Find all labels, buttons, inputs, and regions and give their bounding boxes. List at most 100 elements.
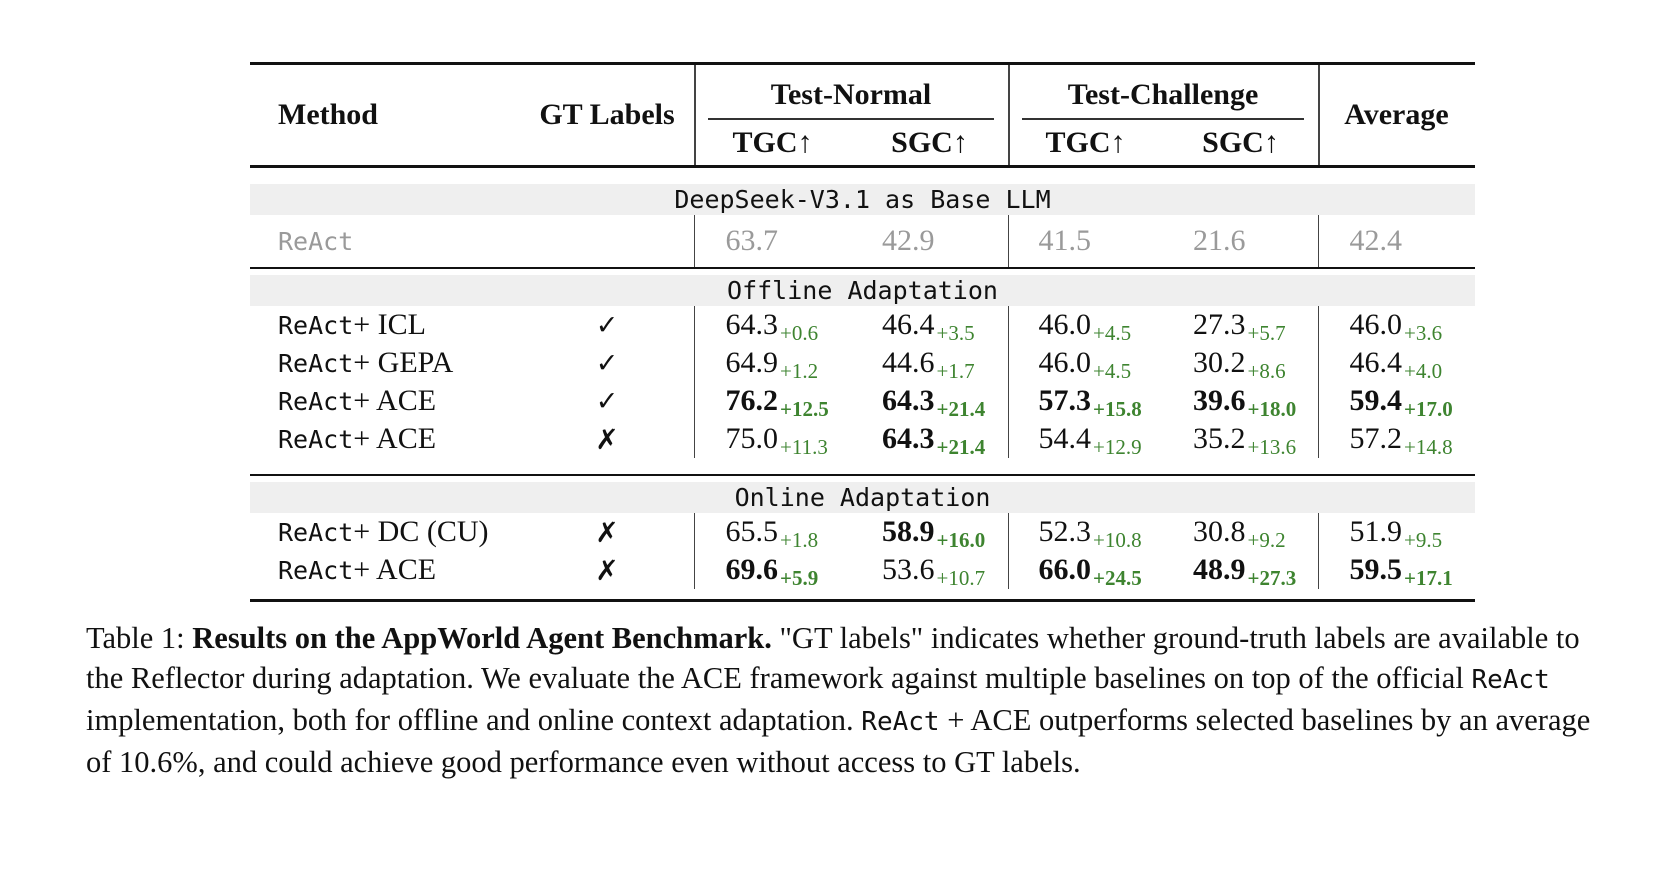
score-value: 59.5	[1349, 553, 1403, 586]
method-cell: ReAct + ACE	[250, 420, 520, 458]
score-cell: 48.9 +27.3	[1163, 551, 1318, 590]
score-delta: +5.9	[780, 565, 819, 590]
score-delta: +16.0	[936, 527, 986, 552]
score-value: 46.0	[1038, 308, 1092, 341]
col-header-gt-labels: GT Labels	[539, 98, 675, 131]
column-divider	[1318, 65, 1320, 165]
score-value: 64.9	[725, 346, 779, 379]
score-cell: 42.4	[1318, 215, 1475, 267]
results-table: Method GT Labels Average Test-Normal Tes…	[250, 62, 1475, 602]
score-cell: 53.6 +10.7	[851, 551, 1008, 590]
score-value: 30.8	[1193, 515, 1246, 548]
method-cell: ReAct + ICL	[250, 306, 520, 344]
score-cell: 54.4 +12.9	[1008, 420, 1163, 459]
score-delta: +3.6	[1404, 320, 1443, 345]
caption-segment: "GT labels" indicates whether ground-tru…	[86, 621, 1580, 695]
score-value: 21.6	[1193, 224, 1246, 257]
method-mono-label: ReAct	[278, 226, 354, 256]
score-delta: +12.9	[1093, 434, 1142, 459]
table-bottomrule	[250, 599, 1475, 602]
score-value: 46.0	[1038, 346, 1092, 379]
score-value: 44.6	[882, 346, 935, 379]
score-value: 64.3	[882, 422, 935, 455]
score-cell: 64.3 +21.4	[851, 382, 1008, 421]
score-cell: 46.0 +4.5	[1008, 344, 1163, 383]
score-cell: 51.9 +9.5	[1318, 513, 1475, 552]
score-value: 63.7	[725, 224, 779, 257]
table-header: Method GT Labels Average Test-Normal Tes…	[250, 65, 1475, 165]
caption-segment: implementation, both for offline and onl…	[86, 703, 862, 737]
table-row: ReAct + ACE ✓ 76.2 +12.5 64.3 +21.4 57.3 +15.8 3…	[250, 382, 1475, 421]
score-cell: 41.5	[1008, 215, 1163, 267]
method-rest-label: + GEPA	[353, 346, 454, 379]
score-cell: 69.6 +5.9	[694, 551, 851, 590]
score-delta: +1.2	[780, 358, 819, 383]
score-delta: +1.7	[936, 358, 975, 383]
score-delta: +11.3	[780, 434, 828, 459]
score-value: 59.4	[1349, 384, 1403, 417]
score-cell: 46.0 +4.5	[1008, 306, 1163, 345]
score-delta: +10.8	[1093, 527, 1142, 552]
checkmark-icon: ✓	[595, 385, 619, 417]
score-value: 53.6	[882, 553, 935, 586]
table-row: ReAct + GEPA ✓ 64.9 +1.2 44.6 +1.7 46.0 +4.5 30.…	[250, 344, 1475, 383]
score-value: 42.4	[1349, 224, 1403, 257]
score-delta: +4.0	[1404, 358, 1443, 383]
score-delta: +17.1	[1404, 565, 1453, 590]
score-delta: +1.8	[780, 527, 819, 552]
score-cell: 76.2 +12.5	[694, 382, 851, 421]
score-delta: +0.6	[780, 320, 819, 345]
header-group-row: Test-Normal Test-Challenge	[250, 65, 1475, 120]
score-delta: +3.5	[936, 320, 975, 345]
score-value: 66.0	[1038, 553, 1092, 586]
score-value: 51.9	[1349, 515, 1403, 548]
score-cell: 44.6 +1.7	[851, 344, 1008, 383]
method-cell: ReAct + DC (CU)	[250, 513, 520, 551]
section-band: Offline Adaptation	[250, 275, 1475, 306]
score-cell: 21.6	[1163, 215, 1318, 267]
score-cell: 75.0 +11.3	[694, 420, 851, 459]
subcol-header-tgc-challenge: TGC↑	[1045, 125, 1126, 159]
method-cell: ReAct + ACE	[250, 382, 520, 420]
method-rest-label: + ACE	[353, 384, 437, 417]
subcol-header-sgc-challenge: SGC↑	[1202, 125, 1279, 159]
score-cell: 30.8 +9.2	[1163, 513, 1318, 552]
table-row: ReAct + ACE ✗ 69.6 +5.9 53.6 +10.7 66.0 +24.5 48…	[250, 551, 1475, 590]
score-value: 27.3	[1193, 308, 1246, 341]
table-headrule	[250, 165, 1475, 168]
section-rule	[250, 267, 1475, 269]
score-value: 41.5	[1038, 224, 1092, 257]
score-value: 75.0	[725, 422, 779, 455]
table-row: ReAct 63.7 42.9 41.5 21.6 42.4	[250, 215, 1475, 267]
score-delta: +14.8	[1404, 434, 1453, 459]
score-cell: 64.9 +1.2	[694, 344, 851, 383]
score-cell: 64.3 +0.6	[694, 306, 851, 345]
score-cell: 63.7	[694, 215, 851, 267]
score-cell: 39.6 +18.0	[1163, 382, 1318, 421]
score-cell: 64.3 +21.4	[851, 420, 1008, 459]
column-divider	[694, 65, 696, 165]
score-delta: +24.5	[1093, 565, 1142, 590]
score-cell: 57.3 +15.8	[1008, 382, 1163, 421]
method-mono-label: ReAct	[278, 517, 354, 547]
caption-segment: ReAct	[861, 707, 940, 737]
caption-segment: + ACE outperforms selected baselines by …	[86, 703, 1591, 779]
score-delta: +27.3	[1247, 565, 1297, 590]
checkmark-icon: ✓	[595, 309, 619, 341]
score-value: 57.3	[1038, 384, 1092, 417]
column-divider	[1008, 65, 1010, 165]
method-mono-label: ReAct	[278, 555, 354, 585]
score-value: 35.2	[1193, 422, 1246, 455]
score-cell: 30.2 +8.6	[1163, 344, 1318, 383]
score-value: 58.9	[882, 515, 935, 548]
score-value: 48.9	[1193, 553, 1246, 586]
score-cell: 59.4 +17.0	[1318, 382, 1475, 421]
group-header-test-challenge: Test-Challenge	[1008, 65, 1318, 120]
score-cell: 46.0 +3.6	[1318, 306, 1475, 345]
score-cell: 42.9	[851, 215, 1008, 267]
gt-empty	[520, 215, 694, 267]
score-delta: +13.6	[1247, 434, 1297, 459]
method-rest-label: + ACE	[353, 553, 437, 586]
cmidrule	[1022, 118, 1304, 120]
